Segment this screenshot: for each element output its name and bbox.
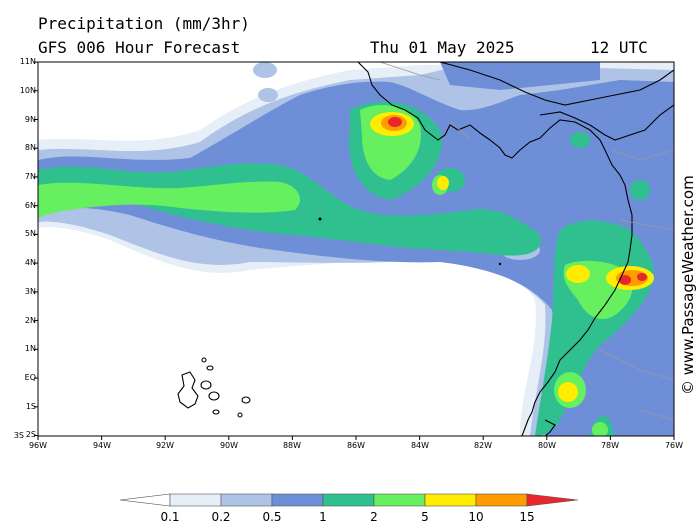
map-title: Precipitation (mm/3hr) [38, 14, 250, 33]
legend-value-0-5: 0.5 [262, 510, 282, 524]
lon-label-82w: 82W [473, 441, 493, 450]
legend-swatch-1 [169, 493, 222, 507]
legend-value-0-1: 0.1 [160, 510, 180, 524]
lon-label-88w: 88W [282, 441, 302, 450]
lon-label-80w: 80W [537, 441, 557, 450]
malpelo-island [498, 262, 502, 266]
watermark-text: © www.PassageWeather.com [679, 175, 697, 395]
map-subtitle: GFS 006 Hour Forecast [38, 38, 241, 57]
lon-label-78w: 78W [600, 441, 620, 450]
lat-label-3s: 3S [13, 431, 24, 440]
lat-label-7n: 7N [24, 172, 36, 181]
legend-swatch-4 [322, 493, 375, 507]
legend-swatch-8 [526, 493, 579, 507]
lat-label-6n: 6N [24, 201, 36, 210]
lat-label-4n: 4N [24, 258, 36, 267]
lat-label-2n: 2N [24, 316, 36, 325]
legend-swatch-2 [220, 493, 273, 507]
lon-label-86w: 86W [346, 441, 366, 450]
watermark: © www.PassageWeather.com [679, 175, 697, 395]
legend-value-0-2: 0.2 [211, 510, 231, 524]
country-borders [379, 62, 674, 421]
lat-label-9n: 9N [24, 115, 36, 124]
lon-label-84w: 84W [410, 441, 430, 450]
legend-swatch-7 [475, 493, 528, 507]
legend-value-5: 5 [421, 510, 429, 524]
legend-value-1: 1 [319, 510, 327, 524]
lat-label-1s: 1S [25, 402, 36, 411]
lat-label-10n: 10N [19, 86, 36, 95]
coastline [357, 62, 674, 436]
lat-label-2s: 2S [25, 430, 36, 439]
legend-swatch-3 [271, 493, 324, 507]
lat-label-11n: 11N [19, 57, 36, 66]
forecast-time: 12 UTC [590, 38, 648, 57]
legend-value-2: 2 [370, 510, 378, 524]
lon-label-92w: 92W [155, 441, 175, 450]
lon-label-76w: 76W [664, 441, 684, 450]
forecast-date: Thu 01 May 2025 [370, 38, 515, 57]
legend-value-15: 15 [519, 510, 535, 524]
lon-label-96w: 96W [28, 441, 48, 450]
legend-colorbar [119, 493, 579, 507]
legend-swatch-0 [119, 493, 171, 507]
legend-swatch-5 [373, 493, 426, 507]
legend-swatch-6 [424, 493, 477, 507]
lon-label-90w: 90W [219, 441, 239, 450]
cocos-island [318, 217, 322, 221]
lat-label-eq: EQ [24, 373, 36, 382]
axis-ticks [34, 61, 675, 440]
lat-label-5n: 5N [24, 229, 36, 238]
lat-label-8n: 8N [24, 143, 36, 152]
precip-15 [388, 117, 647, 285]
lon-label-94w: 94W [92, 441, 112, 450]
legend-value-10: 10 [468, 510, 484, 524]
galapagos-islands [177, 357, 251, 418]
lat-label-1n: 1N [24, 344, 36, 353]
precip-layer [38, 62, 674, 436]
lat-label-3n: 3N [24, 287, 36, 296]
